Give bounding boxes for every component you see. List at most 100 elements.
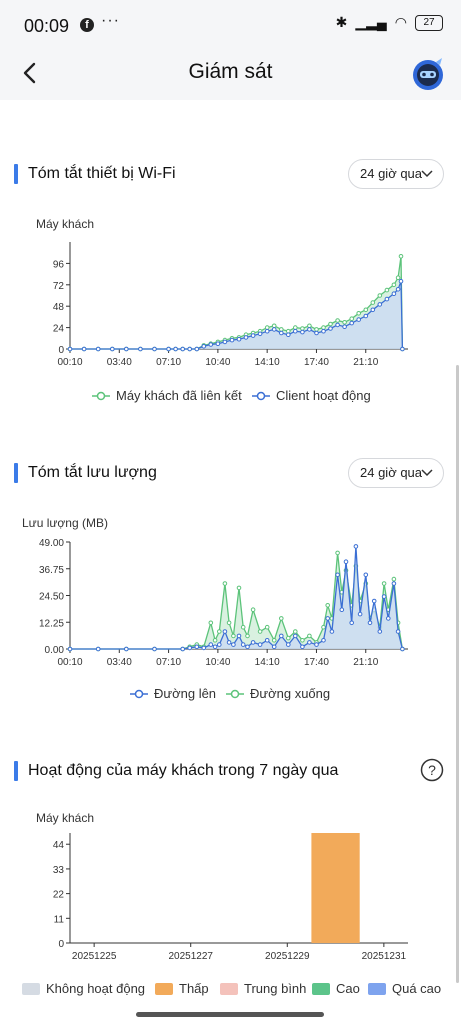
y-tick-label: 0.00 (45, 645, 65, 656)
data-point (271, 327, 277, 332)
y-tick-label: 12.25 (39, 618, 64, 629)
data-point (212, 638, 218, 643)
data-point (314, 327, 319, 332)
chevron-down-icon (421, 469, 433, 477)
data-point (257, 629, 263, 634)
data-point (264, 328, 270, 334)
legend-item-1[interactable]: Thấp (155, 981, 209, 996)
data-point (307, 323, 312, 329)
battery-icon: 27 (415, 14, 443, 31)
data-point (349, 316, 355, 321)
legend-item-2[interactable]: Trung bình (220, 981, 306, 996)
data-point (201, 344, 207, 349)
back-arrow-icon[interactable] (16, 58, 46, 88)
legend-download[interactable]: Đường xuống (226, 686, 330, 701)
traffic-period-dropdown[interactable]: 24 giờ qua (348, 458, 444, 488)
data-point (321, 624, 326, 630)
data-point (138, 346, 143, 352)
data-point (257, 331, 263, 337)
data-point (124, 346, 129, 352)
data-point (371, 598, 377, 604)
data-point (173, 346, 178, 352)
home-indicator[interactable] (136, 1012, 324, 1017)
data-point (325, 616, 331, 621)
x-tick-label: 03:40 (107, 357, 132, 368)
x-tick-label: 00:10 (57, 657, 82, 668)
x-tick-label: 20251225 (72, 951, 117, 962)
help-icon[interactable]: ? (420, 758, 444, 782)
more-notifications-icon: ··· (101, 12, 120, 29)
data-point (381, 594, 387, 599)
data-point (339, 607, 345, 612)
data-point (236, 585, 242, 591)
scrollbar[interactable] (456, 365, 459, 983)
data-point (384, 287, 390, 293)
x-tick-label: 14:10 (255, 357, 280, 368)
data-point (342, 324, 347, 329)
legend-item-0[interactable]: Không hoạt động (22, 981, 145, 996)
legend-green-line-icon (92, 391, 110, 400)
activity-bar (311, 833, 360, 943)
legend-swatch (368, 982, 386, 995)
data-point (363, 313, 369, 319)
data-point (356, 317, 362, 322)
section-accent-bar (14, 761, 18, 781)
x-tick-label: 07:10 (156, 357, 181, 368)
x-tick-label: 17:40 (304, 657, 329, 668)
legend-item-3[interactable]: Cao (312, 981, 360, 996)
data-point (391, 282, 397, 288)
data-point (300, 326, 305, 331)
data-point (357, 611, 363, 617)
data-point (395, 275, 401, 281)
section-accent-bar (14, 463, 18, 483)
y-tick-label: 24.50 (39, 592, 64, 603)
legend-active-clients[interactable]: Client hoạt động (252, 388, 371, 403)
data-point (367, 620, 373, 626)
y-tick-label: 48 (53, 302, 65, 313)
legend-upload[interactable]: Đường lên (130, 686, 216, 701)
legend-linked-clients[interactable]: Máy khách đã liên kết (92, 388, 242, 403)
data-point (279, 633, 284, 639)
x-tick-label: 00:10 (57, 357, 82, 368)
wifi-clients-chart: 0 24 48 72 96 00:10 03:40 07:10 10:40 14:10 17:40 2… (53, 242, 408, 368)
data-point (245, 633, 250, 639)
data-point (400, 346, 405, 352)
svg-text:?: ? (428, 762, 436, 778)
y-tick-label: 22 (53, 890, 65, 901)
x-tick-label: 21:10 (353, 357, 378, 368)
traffic-chart: 0.00 12.25 24.50 36.75 49.00 00:10 03:40 07:10 1… (39, 538, 408, 668)
wifi-period-dropdown[interactable]: 24 giờ qua (348, 159, 444, 189)
data-point (342, 320, 347, 325)
data-point (243, 335, 249, 340)
y-tick-label: 11 (54, 914, 65, 925)
assistant-robot-icon[interactable] (409, 54, 447, 92)
wifi-period-label: 24 giờ qua (360, 166, 423, 181)
data-point (208, 642, 214, 647)
data-point (363, 307, 369, 313)
legend-label: Không hoạt động (46, 981, 146, 996)
legend-label: Client hoạt động (276, 388, 371, 403)
data-point (335, 550, 340, 556)
data-point (222, 581, 228, 586)
x-tick-label: 17:40 (304, 357, 329, 368)
data-point (226, 640, 232, 645)
status-icons: ✱ ▁▂▄ ◠ 27 (336, 14, 443, 31)
data-point (335, 572, 340, 578)
data-point (325, 603, 331, 608)
data-point (391, 291, 397, 297)
data-point (236, 633, 242, 639)
data-point (240, 642, 246, 647)
legend-label: Thấp (179, 981, 209, 996)
legend-label: Đường xuống (250, 686, 331, 701)
data-point (245, 644, 250, 650)
data-point (321, 325, 326, 330)
data-point (353, 544, 359, 549)
legend-item-4[interactable]: Quá cao (368, 981, 441, 996)
x-tick-label: 03:40 (107, 657, 132, 668)
data-point (307, 327, 312, 332)
y-tick-label: 0 (58, 939, 64, 950)
data-point (329, 629, 335, 634)
data-point (226, 620, 232, 626)
data-point (194, 346, 200, 352)
data-point (229, 337, 235, 343)
